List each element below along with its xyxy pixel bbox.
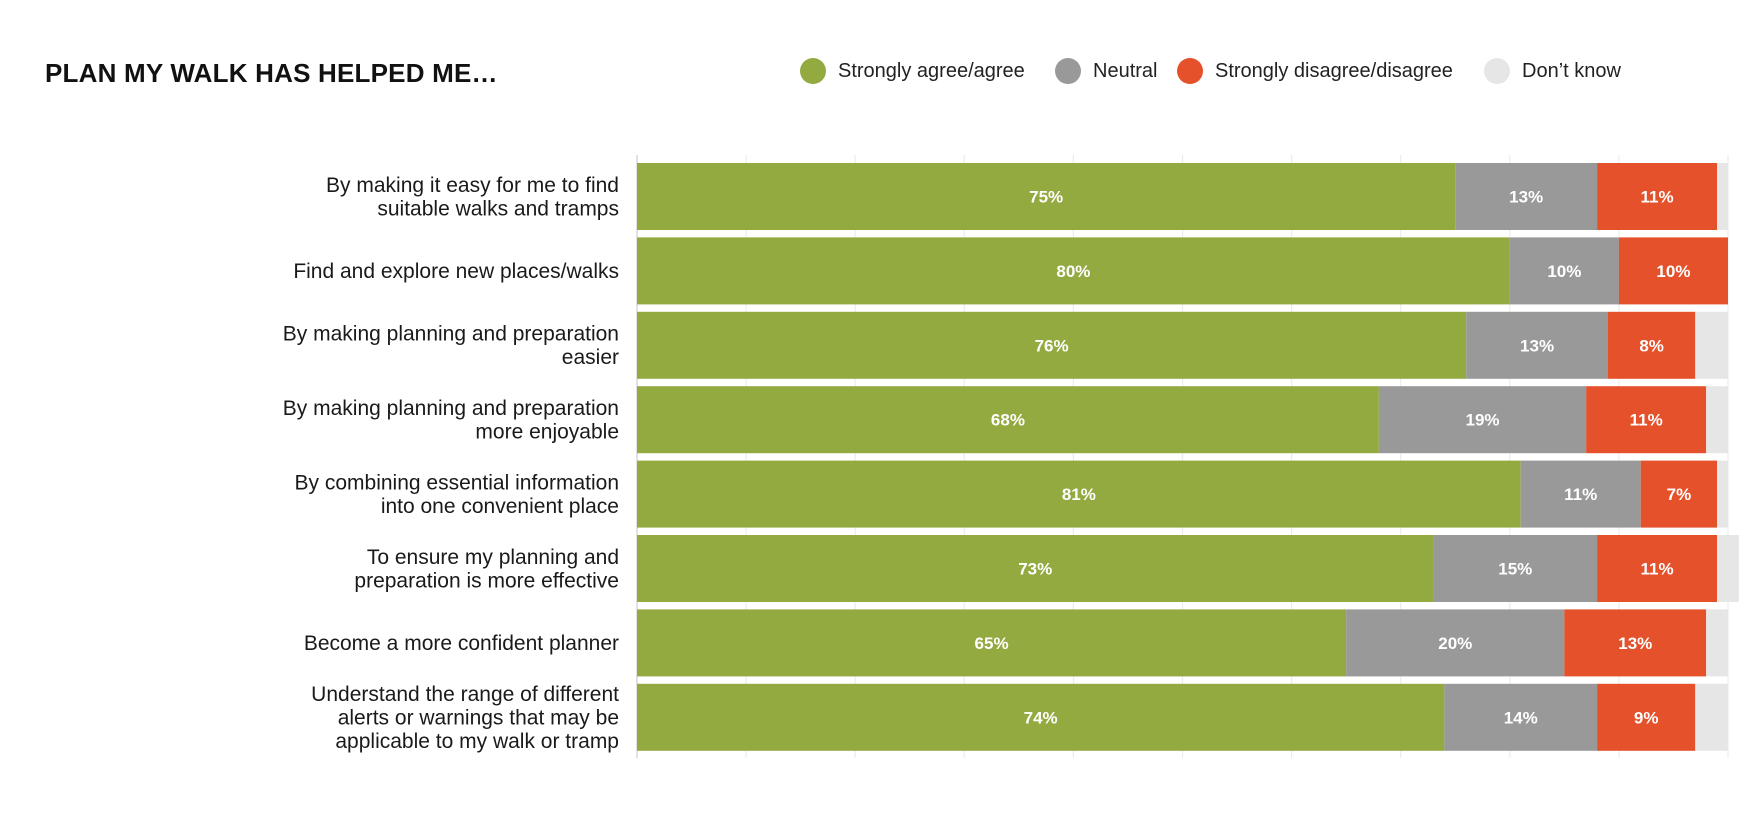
- bar-segment: [637, 460, 1521, 528]
- legend-swatch: [800, 58, 826, 84]
- bar-segment: [637, 609, 1347, 677]
- legend-label: Strongly disagree/disagree: [1215, 59, 1453, 82]
- data-label: 15%: [1498, 560, 1532, 579]
- bar-segment: [1520, 460, 1641, 528]
- category-label-line: more enjoyable: [475, 420, 619, 443]
- category-label-line: By making planning and preparation: [283, 397, 619, 420]
- category-label: Understand the range of different alerts …: [311, 683, 619, 753]
- data-label: 65%: [975, 634, 1009, 653]
- category-label-line: By making it easy for me to find: [326, 174, 619, 197]
- category-label-line: To ensure my planning and: [367, 546, 619, 569]
- bar-segment: [1586, 386, 1707, 454]
- legend-label: Strongly agree/agree: [838, 59, 1025, 82]
- category-label-line: By combining essential information: [295, 471, 620, 494]
- data-label: 19%: [1466, 411, 1500, 430]
- bar-segment: [1444, 683, 1598, 751]
- category-label-line: Understand the range of different: [311, 683, 619, 706]
- data-label: 13%: [1509, 188, 1543, 207]
- category-label: By making it easy for me to find suitable…: [326, 174, 619, 221]
- legend: Strongly agree/agree Neutral Strongly disa…: [0, 0, 1754, 120]
- category-label-line: into one convenient place: [381, 495, 619, 518]
- bar-segment: [1509, 237, 1619, 305]
- data-label: 13%: [1618, 634, 1652, 653]
- legend-item: Strongly agree/agree: [800, 57, 1025, 85]
- category-label: By making planning and preparation easier: [283, 323, 619, 370]
- data-label: 74%: [1024, 708, 1058, 727]
- data-label: 11%: [1564, 485, 1597, 504]
- data-label: 10%: [1656, 262, 1690, 281]
- bar-segment: [1717, 460, 1728, 528]
- bar-segment: [1597, 535, 1718, 602]
- bar-segment: [1433, 535, 1598, 602]
- data-label: 14%: [1504, 708, 1538, 727]
- legend-label: Don’t know: [1522, 59, 1621, 82]
- data-label: 11%: [1641, 188, 1674, 207]
- bar-segment: [1346, 609, 1565, 677]
- category-label-line: suitable walks and tramps: [377, 197, 619, 220]
- data-label: 68%: [991, 411, 1025, 430]
- data-label: 75%: [1029, 188, 1063, 207]
- bar-segment: [1717, 163, 1728, 230]
- bar-segment: [637, 163, 1456, 230]
- bar-segment: [1706, 386, 1728, 454]
- bar-segment: [637, 386, 1379, 454]
- bar-segment: [1597, 163, 1718, 230]
- bar-segment: [1597, 683, 1696, 751]
- bar-segment: [1607, 311, 1696, 379]
- bar-segment: [1695, 311, 1728, 379]
- data-label: 80%: [1056, 262, 1090, 281]
- data-label: 13%: [1520, 336, 1554, 355]
- category-label-line: By making planning and preparation: [283, 323, 619, 346]
- legend-item: Don’t know: [1484, 57, 1621, 85]
- category-label: Find and explore new places/walks: [293, 260, 619, 283]
- bar-segment: [1564, 609, 1707, 677]
- legend-swatch: [1055, 58, 1081, 84]
- data-label: 11%: [1630, 411, 1663, 430]
- data-label: 73%: [1018, 560, 1052, 579]
- bar-segment: [637, 535, 1434, 602]
- category-label-line: Become a more confident planner: [304, 632, 619, 655]
- category-label-line: alerts or warnings that may be: [338, 706, 619, 729]
- data-label: 76%: [1035, 336, 1069, 355]
- bar-segment: [1618, 237, 1728, 305]
- data-label: 7%: [1667, 485, 1692, 504]
- data-label: 9%: [1634, 708, 1659, 727]
- data-label: 8%: [1639, 336, 1664, 355]
- category-label-line: easier: [562, 346, 619, 369]
- data-label: 11%: [1641, 560, 1674, 579]
- bar-segment: [1640, 460, 1718, 528]
- data-label: 20%: [1438, 634, 1472, 653]
- chart-title: PLAN MY WALK HAS HELPED ME…: [45, 58, 498, 88]
- legend-label: Neutral: [1093, 59, 1158, 82]
- category-label: Become a more confident planner: [304, 632, 619, 655]
- bar-segment: [637, 311, 1467, 379]
- bar-segment: [637, 683, 1445, 751]
- category-label: By combining essential information into o…: [295, 471, 620, 517]
- bar-segment: [1466, 311, 1608, 379]
- bar-segment: [1455, 163, 1598, 230]
- legend-item: Neutral: [1055, 57, 1157, 85]
- data-label: 81%: [1062, 485, 1096, 504]
- category-label-line: applicable to my walk or tramp: [335, 730, 619, 753]
- bar-segment: [637, 237, 1510, 305]
- bar-segment: [1706, 609, 1728, 677]
- category-label-line: Find and explore new places/walks: [293, 260, 619, 283]
- legend-swatch: [1177, 58, 1203, 84]
- category-label: By making planning and preparation more e…: [283, 397, 619, 444]
- category-label-line: preparation is more effective: [354, 569, 619, 592]
- category-label: To ensure my planning and preparation is …: [354, 546, 619, 593]
- bar-segment: [1717, 535, 1739, 602]
- bar-segment: [1378, 386, 1587, 454]
- legend-swatch: [1484, 58, 1510, 84]
- data-label: 10%: [1547, 262, 1581, 281]
- legend-item: Strongly disagree/disagree: [1177, 57, 1453, 85]
- bar-segment: [1695, 683, 1728, 751]
